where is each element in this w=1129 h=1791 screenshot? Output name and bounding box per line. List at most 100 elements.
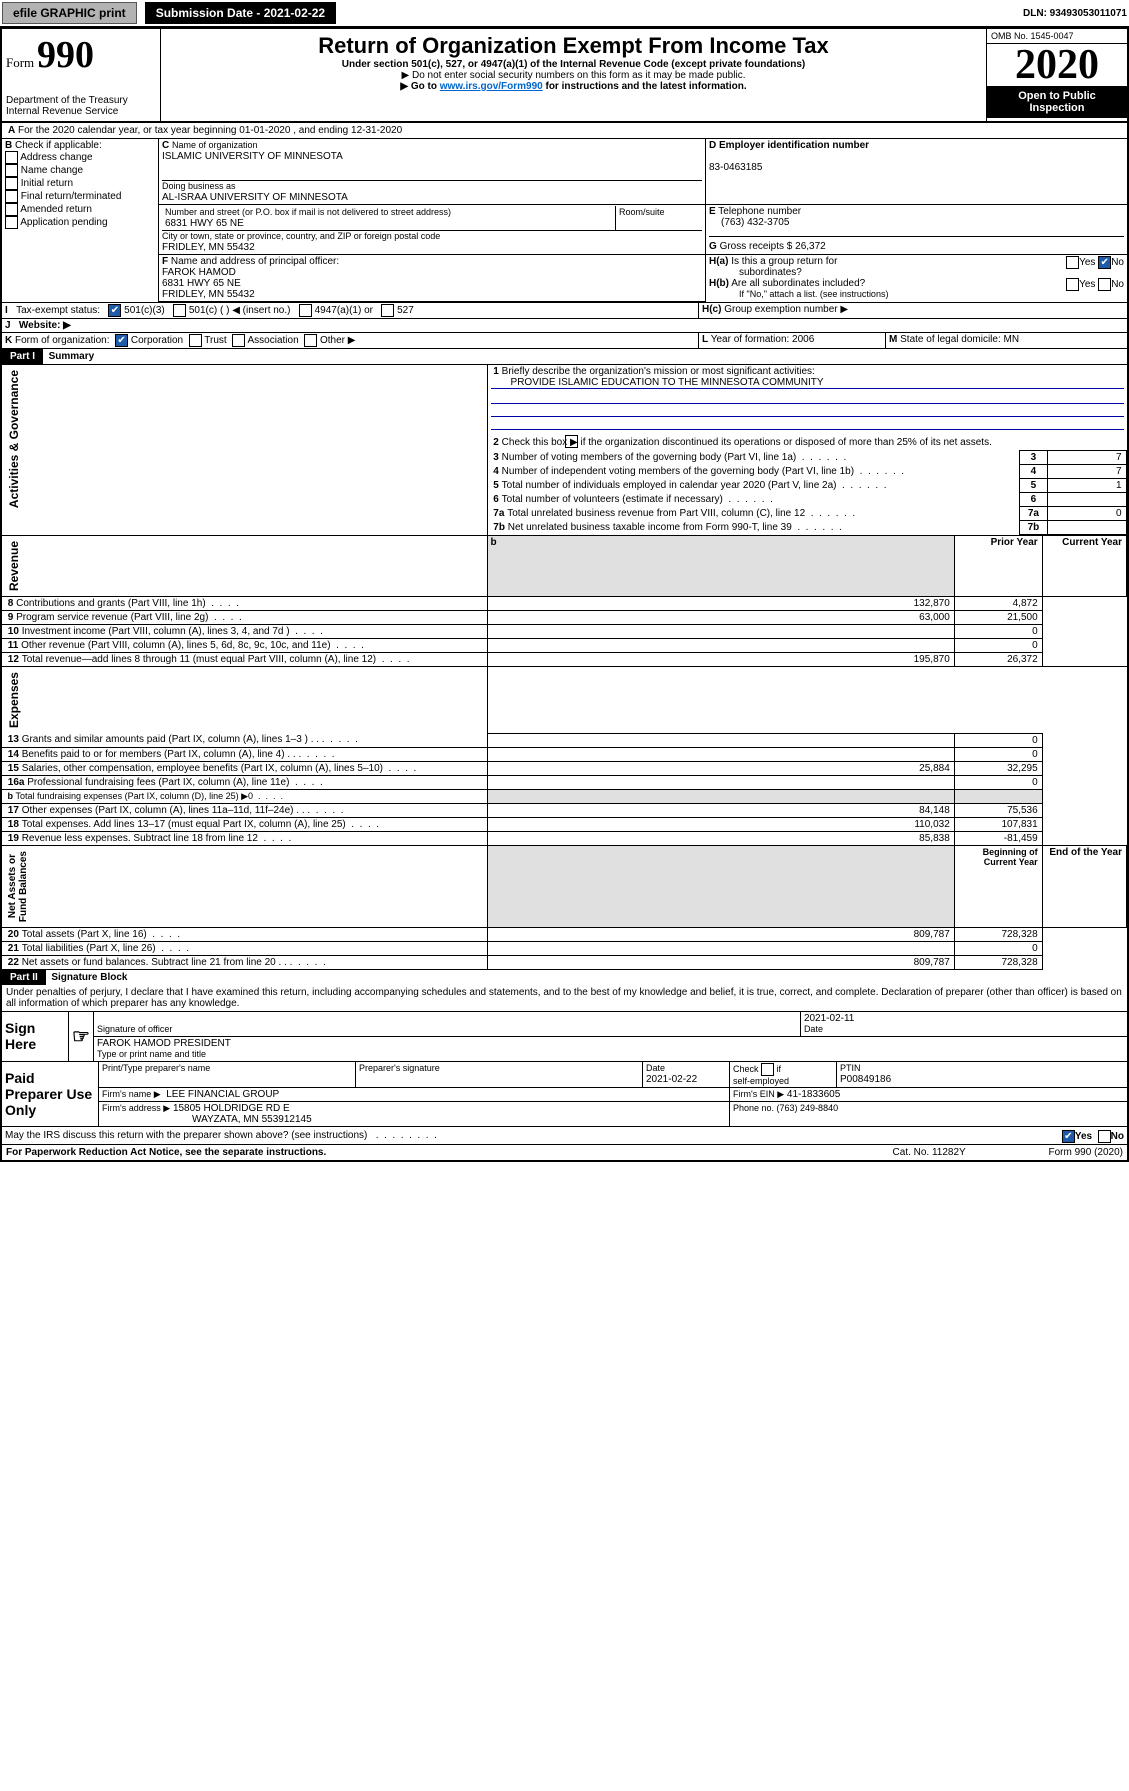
data-row-18: 18 Total expenses. Add lines 13–17 (must… bbox=[2, 817, 1127, 831]
vlabel-netassets: Net Assets or Fund Balances bbox=[5, 847, 31, 926]
ein-value: 83-0463185 bbox=[709, 162, 762, 173]
cb-discontinued[interactable] bbox=[565, 435, 578, 448]
data-row-19: 19 Revenue less expenses. Subtract line … bbox=[2, 831, 1127, 845]
vlabel-activities: Activities & Governance bbox=[5, 366, 23, 512]
phone-value: (763) 432-3705 bbox=[709, 217, 789, 228]
form-word: Form bbox=[6, 55, 34, 70]
section-f: F Name and address of principal officer:… bbox=[159, 255, 706, 302]
part2-header: Part II Signature Block bbox=[2, 970, 1127, 985]
cb-hb-no[interactable] bbox=[1098, 278, 1111, 291]
efile-button[interactable]: efile GRAPHIC print bbox=[2, 2, 137, 24]
cb-discuss-no[interactable] bbox=[1098, 1130, 1111, 1143]
discuss-line: May the IRS discuss this return with the… bbox=[2, 1127, 1127, 1145]
header-bar: efile GRAPHIC print Submission Date - 20… bbox=[0, 0, 1129, 27]
section-d: D Employer identification number 83-0463… bbox=[706, 139, 1128, 205]
firm-name: LEE FINANCIAL GROUP bbox=[166, 1089, 279, 1100]
cb-discuss-yes[interactable]: ✔ bbox=[1062, 1130, 1075, 1143]
officer-printed-name: FAROK HAMOD PRESIDENT bbox=[97, 1038, 231, 1049]
cb-final[interactable]: Final return/terminated bbox=[21, 191, 122, 202]
cb-ha-no[interactable]: ✔ bbox=[1098, 256, 1111, 269]
cb-address-change[interactable]: Address change bbox=[20, 152, 92, 163]
ptin-value: P00849186 bbox=[840, 1074, 891, 1085]
officer-name: FAROK HAMOD bbox=[162, 267, 236, 278]
cb-trust[interactable] bbox=[189, 334, 202, 347]
gov-row-6: 6 Total number of volunteers (estimate i… bbox=[488, 493, 1126, 507]
cb-other[interactable] bbox=[304, 334, 317, 347]
dba-name: AL-ISRAA UNIVERSITY OF MINNESOTA bbox=[162, 192, 348, 203]
data-row-13: 13 Grants and similar amounts paid (Part… bbox=[2, 733, 1127, 747]
form-body: Form 990 Department of the Treasury Inte… bbox=[0, 27, 1129, 1162]
data-row-b: b Total fundraising expenses (Part IX, c… bbox=[2, 789, 1127, 803]
data-row-14: 14 Benefits paid to or for members (Part… bbox=[2, 747, 1127, 761]
sign-here-label: Sign Here bbox=[2, 1011, 69, 1061]
section-j: J Website: ▶ bbox=[2, 319, 1127, 333]
line-1: 1 Briefly describe the organization's mi… bbox=[487, 365, 1126, 450]
cb-501c[interactable] bbox=[173, 304, 186, 317]
cb-hb-yes[interactable] bbox=[1066, 278, 1079, 291]
gov-row-7a: 7a Total unrelated business revenue from… bbox=[488, 507, 1126, 521]
data-row-10: 10 Investment income (Part VIII, column … bbox=[2, 625, 1127, 639]
vlabel-revenue: Revenue bbox=[5, 537, 23, 595]
subtitle-1: Under section 501(c), 527, or 4947(a)(1)… bbox=[165, 59, 982, 70]
prep-date: 2021-02-22 bbox=[646, 1074, 697, 1085]
part1-header: Part I Summary bbox=[2, 349, 1127, 365]
dept-label: Department of the Treasury bbox=[6, 95, 156, 106]
firm-ein: 41-1833605 bbox=[787, 1089, 840, 1100]
data-row-16a: 16a Professional fundraising fees (Part … bbox=[2, 775, 1127, 789]
col-current-year: Current Year bbox=[1042, 536, 1126, 597]
org-name: ISLAMIC UNIVERSITY OF MINNESOTA bbox=[162, 151, 343, 162]
form-title: Return of Organization Exempt From Incom… bbox=[165, 33, 982, 59]
section-e-g: E Telephone number (763) 432-3705 G Gros… bbox=[706, 205, 1128, 255]
irs-label: Internal Revenue Service bbox=[6, 106, 156, 117]
section-hc: H(c) Group exemption number ▶ bbox=[699, 303, 1128, 319]
data-row-22: 22 Net assets or fund balances. Subtract… bbox=[2, 955, 1127, 969]
open-public-badge: Open to PublicInspection bbox=[987, 86, 1127, 118]
firm-address: 15805 HOLDRIDGE RD E bbox=[173, 1103, 290, 1114]
data-row-15: 15 Salaries, other compensation, employe… bbox=[2, 761, 1127, 775]
cb-assoc[interactable] bbox=[232, 334, 245, 347]
section-b: B Check if applicable: Address change Na… bbox=[2, 139, 159, 302]
data-row-21: 21 Total liabilities (Part X, line 26) .… bbox=[2, 941, 1127, 955]
sig-date: 2021-02-11 bbox=[804, 1013, 854, 1024]
cb-app-pending[interactable]: Application pending bbox=[20, 217, 107, 228]
col-end: End of the Year bbox=[1042, 845, 1126, 927]
subtitle-3: ▶ Go to www.irs.gov/Form990 for instruct… bbox=[165, 81, 982, 92]
sig-officer-label: Signature of officer bbox=[97, 1024, 172, 1034]
data-row-12: 12 Total revenue—add lines 8 through 11 … bbox=[2, 653, 1127, 667]
form-number: 990 bbox=[37, 34, 94, 76]
gov-row-7b: 7b Net unrelated business taxable income… bbox=[488, 521, 1126, 535]
city-state-zip: FRIDLEY, MN 55432 bbox=[162, 242, 255, 253]
subtitle-2: ▶ Do not enter social security numbers o… bbox=[165, 70, 982, 81]
gov-row-4: 4 Number of independent voting members o… bbox=[488, 465, 1126, 479]
tax-year: 2020 bbox=[987, 44, 1127, 86]
cb-ha-yes[interactable] bbox=[1066, 256, 1079, 269]
declaration-text: Under penalties of perjury, I declare th… bbox=[2, 985, 1127, 1011]
data-row-11: 11 Other revenue (Part VIII, column (A),… bbox=[2, 639, 1127, 653]
data-row-20: 20 Total assets (Part X, line 16) . . . … bbox=[2, 927, 1127, 941]
col-prior-year: Prior Year bbox=[954, 536, 1042, 597]
firm-phone: Phone no. (763) 249-8840 bbox=[733, 1103, 838, 1113]
gov-row-5: 5 Total number of individuals employed i… bbox=[488, 479, 1126, 493]
section-l: L Year of formation: 2006 bbox=[699, 333, 886, 349]
gov-row-3: 3 Number of voting members of the govern… bbox=[488, 451, 1126, 465]
cb-4947[interactable] bbox=[299, 304, 312, 317]
cb-self-employed[interactable]: Check ifself-employed bbox=[730, 1062, 837, 1088]
cb-name-change[interactable]: Name change bbox=[21, 165, 83, 176]
cb-501c3[interactable]: ✔ bbox=[108, 304, 121, 317]
mission-text: PROVIDE ISLAMIC EDUCATION TO THE MINNESO… bbox=[491, 377, 1124, 389]
data-row-8: 8 Contributions and grants (Part VIII, l… bbox=[2, 597, 1127, 611]
cb-corp[interactable]: ✔ bbox=[115, 334, 128, 347]
instructions-link[interactable]: www.irs.gov/Form990 bbox=[440, 81, 543, 92]
cb-527[interactable] bbox=[381, 304, 394, 317]
cb-amended[interactable]: Amended return bbox=[20, 204, 92, 215]
vlabel-expenses: Expenses bbox=[5, 668, 23, 732]
gross-receipts: Gross receipts $ 26,372 bbox=[720, 241, 826, 252]
street-address: 6831 HWY 65 NE bbox=[165, 218, 244, 229]
data-row-9: 9 Program service revenue (Part VIII, li… bbox=[2, 611, 1127, 625]
submission-button[interactable]: Submission Date - 2021-02-22 bbox=[145, 2, 336, 24]
section-i: I Tax-exempt status: ✔ 501(c)(3) 501(c) … bbox=[2, 303, 699, 319]
cb-initial[interactable]: Initial return bbox=[21, 178, 73, 189]
line-a: A For the 2020 calendar year, or tax yea… bbox=[2, 123, 1127, 139]
section-m: M State of legal domicile: MN bbox=[886, 333, 1128, 349]
section-c-name: C Name of organization ISLAMIC UNIVERSIT… bbox=[159, 139, 706, 205]
